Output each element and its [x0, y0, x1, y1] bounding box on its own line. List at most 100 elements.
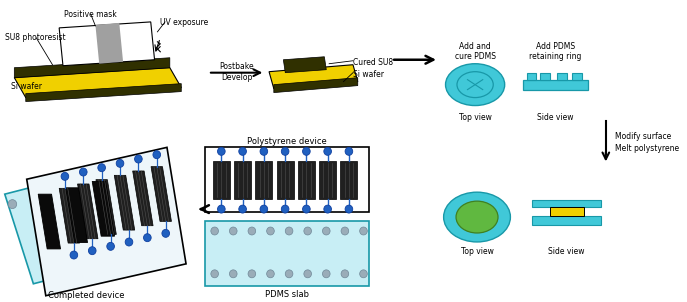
Circle shape	[360, 270, 368, 278]
Text: Add PDMS
retaining ring: Add PDMS retaining ring	[529, 42, 581, 61]
Circle shape	[144, 234, 151, 242]
Text: Si wafer: Si wafer	[12, 82, 43, 91]
Circle shape	[89, 247, 96, 255]
Polygon shape	[27, 147, 186, 296]
Circle shape	[281, 147, 289, 155]
Polygon shape	[78, 184, 98, 239]
Text: Top view: Top view	[460, 247, 493, 256]
Text: UV exposure: UV exposure	[160, 18, 209, 27]
Circle shape	[80, 168, 87, 176]
Circle shape	[260, 147, 268, 155]
Polygon shape	[59, 188, 80, 243]
Bar	[319, 161, 336, 199]
Text: Postbake: Postbake	[219, 62, 254, 71]
Polygon shape	[96, 180, 116, 234]
Polygon shape	[283, 57, 326, 73]
Circle shape	[302, 205, 311, 213]
Bar	[527, 73, 536, 80]
Circle shape	[159, 178, 168, 187]
Polygon shape	[92, 182, 115, 236]
Circle shape	[285, 227, 293, 235]
Circle shape	[218, 147, 225, 155]
Circle shape	[80, 181, 88, 190]
Circle shape	[267, 227, 274, 235]
Text: Cured SU8: Cured SU8	[353, 58, 393, 67]
Polygon shape	[274, 78, 358, 93]
Polygon shape	[269, 65, 358, 88]
Circle shape	[70, 251, 78, 259]
Circle shape	[151, 163, 160, 172]
Ellipse shape	[446, 64, 505, 105]
Bar	[213, 161, 230, 199]
Polygon shape	[14, 68, 181, 98]
Circle shape	[341, 270, 349, 278]
Circle shape	[162, 229, 170, 237]
Polygon shape	[25, 84, 181, 101]
Circle shape	[211, 270, 218, 278]
Circle shape	[324, 147, 331, 155]
Polygon shape	[65, 188, 87, 243]
Bar	[572, 73, 582, 80]
Circle shape	[153, 151, 161, 159]
Text: Completed device: Completed device	[47, 291, 124, 300]
Bar	[256, 161, 273, 199]
Circle shape	[116, 159, 124, 167]
Text: Modify surface: Modify surface	[616, 133, 672, 141]
Circle shape	[229, 270, 237, 278]
Circle shape	[302, 147, 311, 155]
Text: Side view: Side view	[537, 113, 574, 121]
Bar	[277, 161, 294, 199]
Circle shape	[98, 164, 106, 172]
Circle shape	[106, 243, 115, 250]
Circle shape	[211, 227, 218, 235]
Bar	[297, 161, 315, 199]
Circle shape	[157, 198, 166, 207]
Circle shape	[267, 270, 274, 278]
Text: Add and
cure PDMS: Add and cure PDMS	[455, 42, 495, 61]
Circle shape	[322, 227, 330, 235]
Circle shape	[61, 172, 69, 180]
Circle shape	[341, 227, 349, 235]
Circle shape	[322, 270, 330, 278]
Bar	[532, 216, 601, 225]
Circle shape	[161, 158, 169, 167]
Circle shape	[345, 147, 352, 155]
Circle shape	[239, 205, 247, 213]
Circle shape	[248, 270, 256, 278]
Circle shape	[44, 191, 52, 199]
Circle shape	[285, 270, 293, 278]
Circle shape	[260, 205, 268, 213]
Bar	[205, 221, 369, 286]
Circle shape	[281, 205, 289, 213]
Circle shape	[8, 200, 16, 209]
Circle shape	[324, 205, 331, 213]
Circle shape	[125, 238, 133, 246]
Text: Positive mask: Positive mask	[65, 10, 117, 19]
Polygon shape	[95, 23, 123, 64]
Circle shape	[153, 237, 161, 246]
Circle shape	[248, 227, 256, 235]
Polygon shape	[38, 194, 60, 249]
Circle shape	[229, 227, 237, 235]
Text: Si wafer: Si wafer	[353, 70, 384, 79]
Bar	[523, 80, 587, 90]
Text: SU8 photoresist: SU8 photoresist	[5, 33, 65, 42]
Bar	[340, 161, 357, 199]
Bar	[557, 73, 567, 80]
Circle shape	[304, 227, 311, 235]
Ellipse shape	[444, 192, 510, 242]
Text: Develop: Develop	[221, 73, 252, 82]
Polygon shape	[133, 171, 153, 226]
Bar	[205, 147, 369, 212]
Polygon shape	[59, 22, 155, 66]
Circle shape	[345, 205, 352, 213]
Circle shape	[218, 205, 225, 213]
Bar	[532, 200, 601, 207]
Circle shape	[360, 227, 368, 235]
Circle shape	[155, 217, 164, 226]
Bar	[550, 207, 584, 216]
Polygon shape	[114, 175, 135, 230]
Text: Side view: Side view	[548, 247, 585, 256]
Polygon shape	[151, 167, 172, 221]
Text: PDMS slab: PDMS slab	[265, 290, 309, 299]
